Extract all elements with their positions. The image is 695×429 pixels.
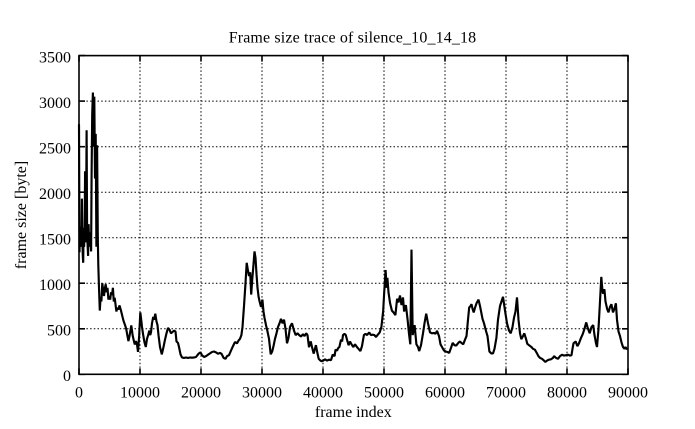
svg-text:60000: 60000 [425, 384, 465, 401]
svg-text:Frame size trace of silence_10: Frame size trace of silence_10_14_18 [229, 30, 477, 47]
svg-text:500: 500 [47, 323, 71, 340]
svg-text:30000: 30000 [242, 384, 282, 401]
svg-text:2000: 2000 [39, 186, 71, 203]
svg-text:50000: 50000 [364, 384, 404, 401]
svg-text:80000: 80000 [547, 384, 587, 401]
svg-text:1000: 1000 [39, 277, 71, 294]
svg-text:0: 0 [75, 384, 83, 401]
svg-text:frame index: frame index [315, 404, 392, 421]
svg-text:10000: 10000 [120, 384, 160, 401]
svg-text:0: 0 [63, 368, 71, 385]
svg-text:70000: 70000 [486, 384, 526, 401]
svg-text:20000: 20000 [181, 384, 221, 401]
svg-text:frame size [byte]: frame size [byte] [13, 161, 30, 269]
svg-text:3500: 3500 [39, 49, 71, 66]
svg-text:90000: 90000 [608, 384, 648, 401]
svg-text:3000: 3000 [39, 95, 71, 112]
svg-text:40000: 40000 [303, 384, 343, 401]
svg-text:2500: 2500 [39, 141, 71, 158]
svg-text:1500: 1500 [39, 232, 71, 249]
